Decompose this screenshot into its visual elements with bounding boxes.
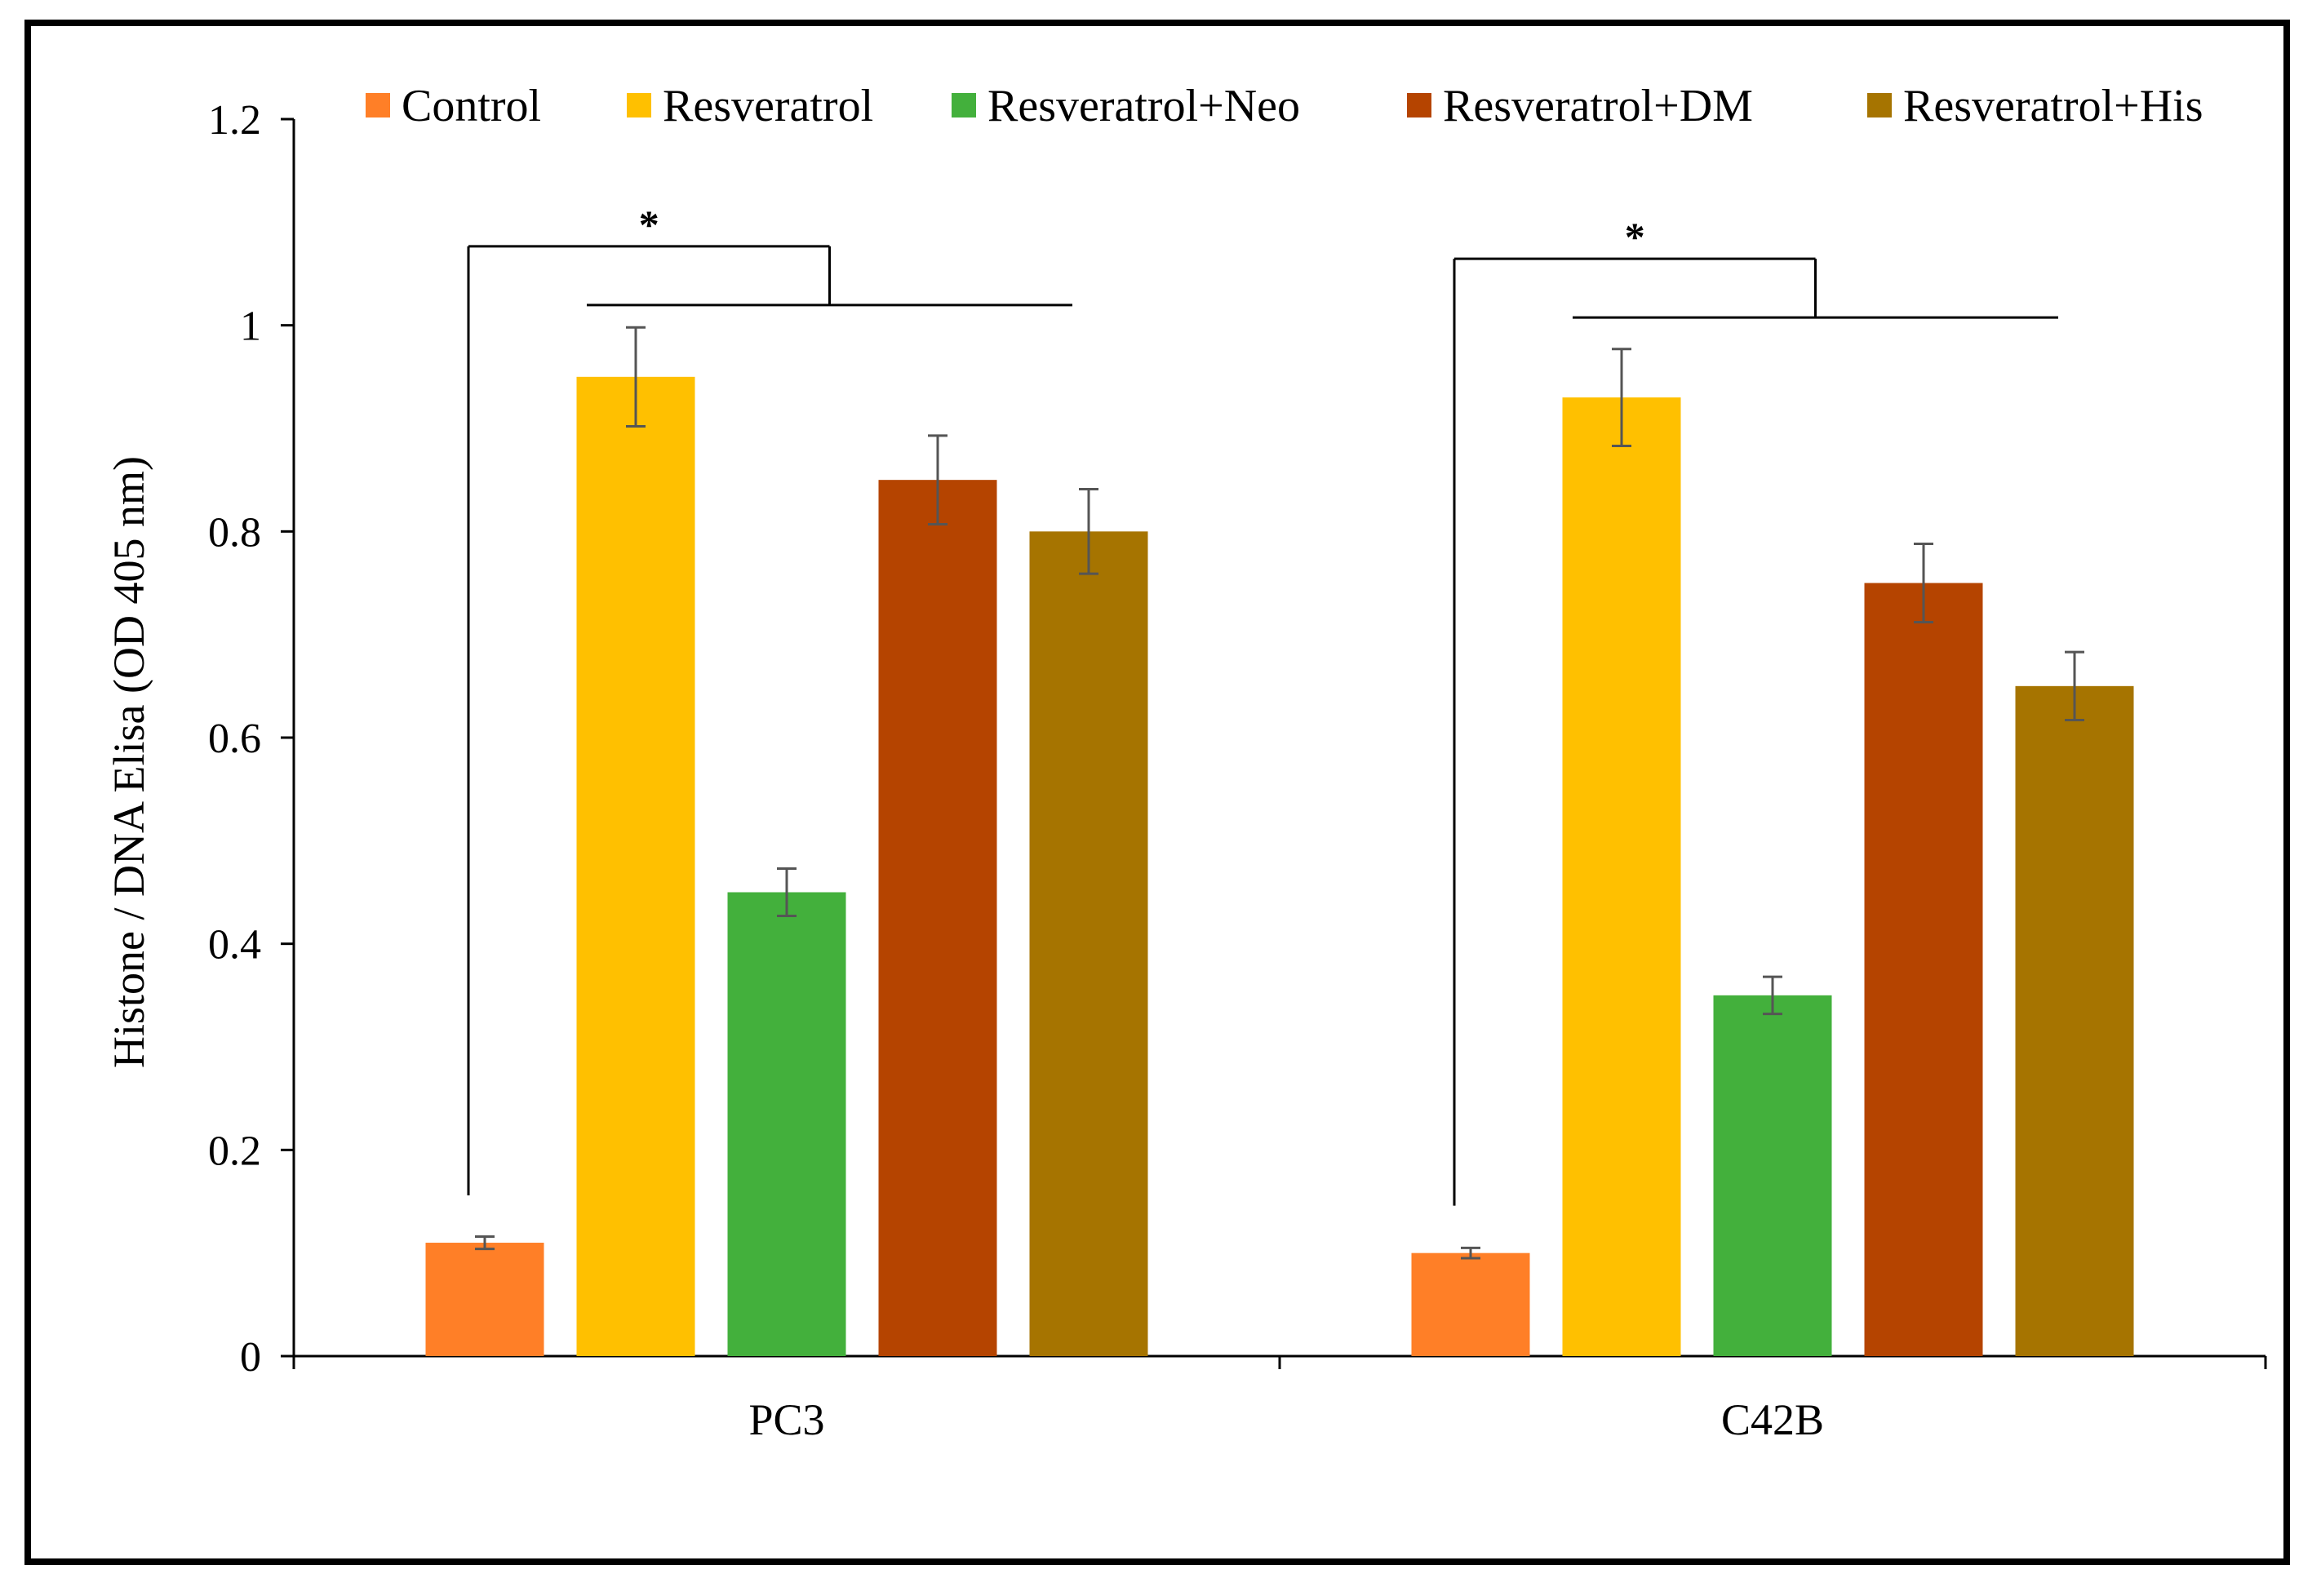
legend-swatch — [1867, 93, 1892, 117]
legend: Control Resveratrol Resveratrol+Neo Resvera… — [366, 81, 2203, 131]
x-axis: PC3 C42B — [292, 1354, 2267, 1444]
bar-resveratrol-dm-c42b — [1864, 583, 1983, 1356]
significance-brackets: * * — [467, 202, 2058, 1206]
legend-swatch — [1407, 93, 1431, 117]
bar-resveratrol-pc3 — [576, 376, 695, 1356]
legend-label: Resveratrol+DM — [1443, 81, 1753, 131]
y-tick-label: 0.8 — [208, 509, 261, 556]
bars — [425, 376, 2134, 1357]
legend-swatch — [952, 93, 976, 117]
y-tick-label: 0 — [240, 1334, 261, 1381]
legend-swatch — [366, 93, 390, 117]
bar-resveratrol-dm-pc3 — [878, 480, 997, 1356]
x-category-label: PC3 — [748, 1395, 824, 1444]
y-tick-label: 0.2 — [208, 1128, 261, 1174]
bar-resveratrol-c42b — [1562, 397, 1681, 1357]
bar-resveratrol-neo-c42b — [1713, 995, 1832, 1356]
y-tick-label: 1.2 — [208, 97, 261, 144]
error-bars — [475, 326, 2084, 1260]
bar-resveratrol-his-pc3 — [1029, 531, 1148, 1356]
significance-star: * — [639, 202, 659, 247]
bar-control-c42b — [1411, 1252, 1530, 1356]
bar-control-pc3 — [425, 1243, 544, 1356]
legend-swatch — [627, 93, 651, 117]
y-tick-label: 0.4 — [208, 922, 261, 969]
legend-label: Resveratrol+Neo — [987, 81, 1300, 131]
y-axis-title: Histone / DNA Elisa (OD 405 nm) — [104, 456, 153, 1068]
legend-label: Resveratrol+His — [1903, 81, 2203, 131]
legend-label: Control — [402, 81, 541, 131]
x-category-label: C42B — [1721, 1395, 1824, 1444]
y-axis: 0 0.2 0.4 0.6 0.8 1 1.2 — [208, 97, 295, 1381]
bar-resveratrol-neo-pc3 — [727, 892, 846, 1356]
y-tick-label: 1 — [240, 304, 261, 350]
chart-frame: Control Resveratrol Resveratrol+Neo Resvera… — [24, 20, 2290, 1565]
bar-resveratrol-his-c42b — [2015, 685, 2134, 1356]
y-tick-label: 0.6 — [208, 716, 261, 762]
significance-star: * — [1625, 214, 1645, 259]
bar-chart: Control Resveratrol Resveratrol+Neo Resvera… — [104, 81, 2267, 1444]
legend-label: Resveratrol — [663, 81, 873, 131]
